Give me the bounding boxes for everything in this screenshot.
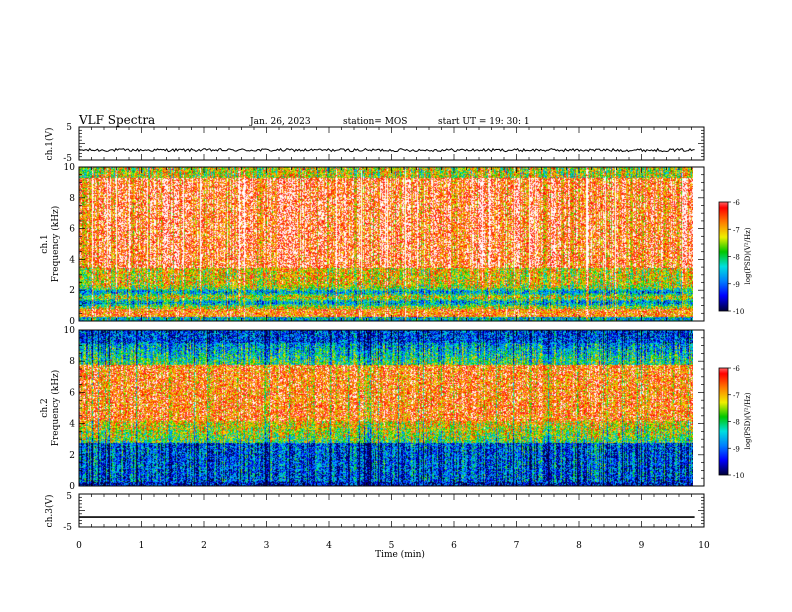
ch3-waveform-panel: 5 -5 ch.3(V) [44,492,705,533]
ch3-ytick-top: 5 [66,492,72,502]
ch1-ytick-top: 5 [66,123,72,133]
freq-tick-label: 8 [69,194,75,204]
ch1-spectrogram-ylabel-frequency: Frequency (kHz) [50,206,61,283]
ch1-colorbar: log(PSD)(V²/Hz) [718,201,752,312]
start-time-label: start UT = 19: 30: 1 [438,117,530,127]
ch1-colorbar-gradient [719,202,728,311]
ch1-ytick-bottom: -5 [63,154,72,164]
colorbar-tick-label: -10 [733,472,744,480]
ch1-ylabel: ch.1(V) [44,128,55,161]
colorbar-tick-label: -8 [733,254,740,262]
freq-tick-label: 6 [69,388,75,398]
freq-tick-label: 2 [69,286,75,296]
freq-tick-label: 2 [69,451,75,461]
ch2-spectrogram-ylabel-channel: ch.2 [40,398,50,417]
colorbar-tick-label: -8 [733,419,740,427]
x-tick-label: 10 [698,541,710,551]
freq-tick-label: 4 [69,255,75,265]
x-tick-label: 2 [201,541,207,551]
ch2-colorbar: log(PSD)(V²/Hz) [718,367,752,476]
date-label: Jan. 26, 2023 [249,117,311,127]
axis-ticks-layer: 0 1 2 3 4 5 6 7 8 9 1002468100246810-6-7-8-9-10-6-… [64,126,744,551]
colorbar-tick-label: -7 [733,392,740,400]
ch2-spectrogram-ylabel-frequency: Frequency (kHz) [50,370,61,447]
colorbar-tick-label: -9 [733,445,740,453]
x-tick-label: 6 [451,541,457,551]
x-tick-label: 0 [76,541,82,551]
ch2-spectrogram-image [79,330,693,486]
freq-tick-label: 4 [69,420,75,430]
ch1-spectrogram-panel: ch.1 Frequency (kHz) [40,166,705,322]
ch3-ytick-bottom: -5 [63,523,72,533]
station-label: station= MOS [343,117,407,127]
ch3-ylabel: ch.3(V) [44,495,55,528]
ch2-colorbar-frame [718,367,729,476]
freq-tick-label: 6 [69,225,75,235]
freq-tick-label: 8 [69,357,75,367]
x-tick-label: 5 [389,541,395,551]
x-tick-label: 1 [139,541,145,551]
ch1-waveform-panel: 5 -5 ch.1(V) [44,123,705,164]
freq-tick-label: 0 [69,317,75,327]
colorbar-tick-label: -6 [733,199,740,207]
freq-tick-label: 10 [64,163,76,173]
figure-title: VLF Spectra [78,113,155,127]
colorbar-tick-label: -10 [733,308,744,316]
x-tick-label: 7 [514,541,520,551]
x-tick-label: 9 [639,541,645,551]
colorbar-tick-label: -6 [733,365,740,373]
freq-tick-label: 10 [64,326,76,336]
ch2-colorbar-gradient [719,368,728,475]
ch1-spectrogram-ylabel-channel: ch.1 [40,234,50,253]
colorbar-tick-label: -9 [733,281,740,289]
freq-tick-label: 0 [69,482,75,492]
x-tick-label: 3 [264,541,270,551]
ch2-spectrogram-panel: ch.2 Frequency (kHz) [40,329,705,487]
x-axis-label: Time (min) [375,549,425,560]
ch1-spectrogram-image [79,167,693,321]
ch1-colorbar-label: log(PSD)(V²/Hz) [744,227,752,284]
x-tick-label: 4 [326,541,332,551]
ch1-colorbar-frame [718,201,729,312]
ch2-colorbar-label: log(PSD)(V²/Hz) [744,392,752,449]
x-tick-label: 8 [576,541,582,551]
colorbar-tick-label: -7 [733,226,740,234]
ch1-waveform-trace [78,147,695,153]
